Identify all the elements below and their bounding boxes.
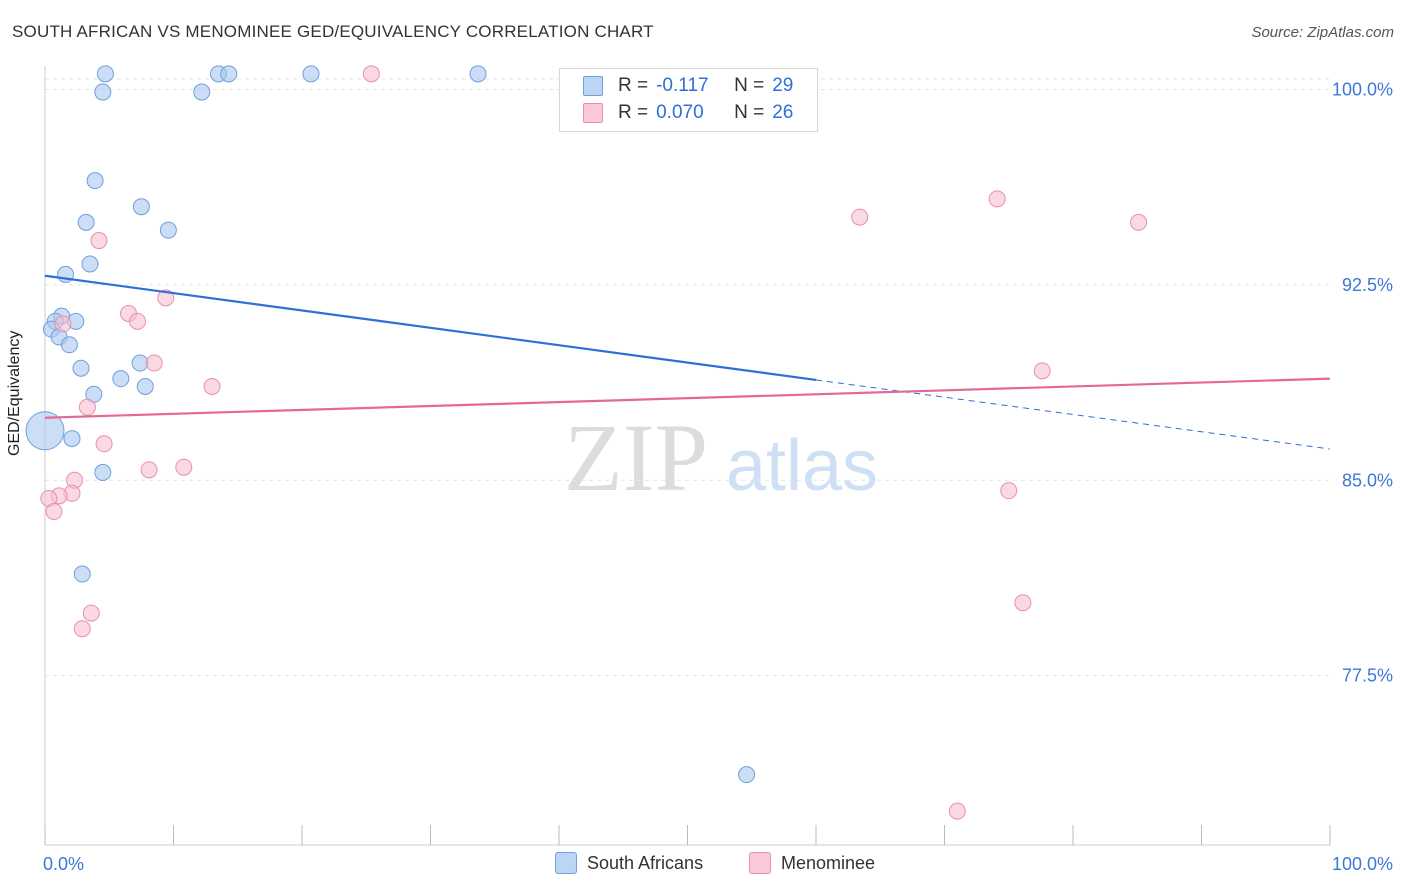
- trend-lines: [44, 274, 1331, 450]
- south-africans-point: [132, 198, 150, 216]
- south-africans-point: [159, 221, 177, 239]
- south-africans-point: [193, 83, 211, 101]
- watermark-zip: ZIP: [564, 404, 708, 511]
- menominee-point: [1033, 362, 1051, 380]
- menominee-point: [1000, 482, 1018, 500]
- menominee-point: [175, 458, 193, 476]
- menominee-point: [988, 190, 1006, 208]
- menominee-point: [90, 232, 108, 250]
- y-tick-label: 85.0%: [1342, 470, 1393, 490]
- south-africans-point: [60, 336, 78, 354]
- south-africans-point: [77, 213, 95, 231]
- legend-r-value: -0.117: [656, 75, 709, 96]
- menominee-point: [45, 503, 63, 521]
- y-tick-label: 77.5%: [1342, 666, 1393, 686]
- x-tick-label: 100.0%: [1332, 854, 1393, 874]
- legend-r-label: R =: [618, 102, 649, 123]
- south-africans-point: [81, 255, 99, 273]
- data-points: [25, 65, 1148, 820]
- y-tick-label: 92.5%: [1342, 275, 1393, 295]
- legend-r-label: R =: [618, 75, 649, 96]
- menominee-point: [95, 435, 113, 453]
- south-africans-point: [72, 359, 90, 377]
- south-africans-point: [96, 65, 114, 83]
- legend-swatch-menominee: [749, 852, 771, 874]
- menominee-point: [140, 461, 158, 479]
- legend-n-label: N =: [734, 102, 765, 123]
- legend-label-south-africans: South Africans: [587, 852, 704, 873]
- legend-row-menominee: R = 0.070 N = 26: [583, 100, 794, 126]
- south-africans-point: [220, 65, 238, 83]
- legend-item-menominee[interactable]: Menominee: [749, 852, 875, 874]
- legend-row-south-africans: R = -0.117 N = 29: [583, 73, 794, 99]
- legend-swatch-menominee: [583, 103, 603, 123]
- y-tick-label: 100.0%: [1332, 79, 1393, 99]
- legend-n-value: 26: [772, 102, 794, 123]
- south-africans-point: [302, 65, 320, 83]
- legend-r-value: 0.070: [656, 102, 704, 123]
- legend-swatch-south-africans: [555, 852, 577, 874]
- menominee-point: [203, 377, 221, 395]
- south-africans-point: [112, 370, 130, 388]
- south-africans-point: [73, 565, 91, 583]
- legend-n-label: N =: [734, 75, 765, 96]
- south-africans-point: [738, 766, 756, 784]
- tick-labels: 100.0% 92.5% 85.0% 77.5% 0.0% 100.0%: [43, 79, 1393, 874]
- menominee-point: [73, 620, 91, 638]
- grid-lines: [45, 78, 1330, 677]
- watermark: ZIP atlas: [564, 404, 878, 511]
- chart-title: SOUTH AFRICAN VS MENOMINEE GED/EQUIVALEN…: [12, 22, 654, 41]
- watermark-atlas: atlas: [726, 426, 878, 506]
- correlation-legend: R = -0.117 N = 29 R = 0.070 N = 26: [559, 68, 818, 132]
- south-africans-point: [469, 65, 487, 83]
- south-africans-point: [94, 83, 112, 101]
- legend-swatch-south-africans: [583, 76, 603, 96]
- south-africans-trend-extension: [815, 379, 1331, 450]
- menominee-point: [851, 208, 869, 226]
- series-legend: South Africans Menominee: [0, 850, 1406, 880]
- south-africans-point: [131, 354, 149, 372]
- menominee-point: [129, 312, 147, 330]
- menominee-point: [157, 289, 175, 307]
- source-label: Source: ZipAtlas.com: [1251, 24, 1394, 41]
- menominee-trend-line: [44, 377, 1331, 419]
- menominee-point: [1014, 594, 1032, 612]
- menominee-point: [54, 315, 72, 333]
- axes: [44, 66, 1331, 846]
- south-africans-point: [63, 430, 81, 448]
- x-tick-label: 0.0%: [43, 854, 84, 874]
- menominee-point: [82, 604, 100, 622]
- south-africans-trend-line: [44, 274, 817, 382]
- south-africans-point: [86, 172, 104, 190]
- south-africans-point: [94, 463, 112, 481]
- menominee-point: [1130, 213, 1148, 231]
- menominee-point: [362, 65, 380, 83]
- menominee-point: [145, 354, 163, 372]
- legend-label-menominee: Menominee: [781, 852, 876, 873]
- legend-item-south-africans[interactable]: South Africans: [555, 852, 703, 874]
- legend-n-value: 29: [772, 75, 794, 96]
- menominee-point: [78, 398, 96, 416]
- menominee-point: [948, 802, 966, 820]
- south-africans-point: [136, 377, 154, 395]
- south-africans-point: [25, 411, 65, 451]
